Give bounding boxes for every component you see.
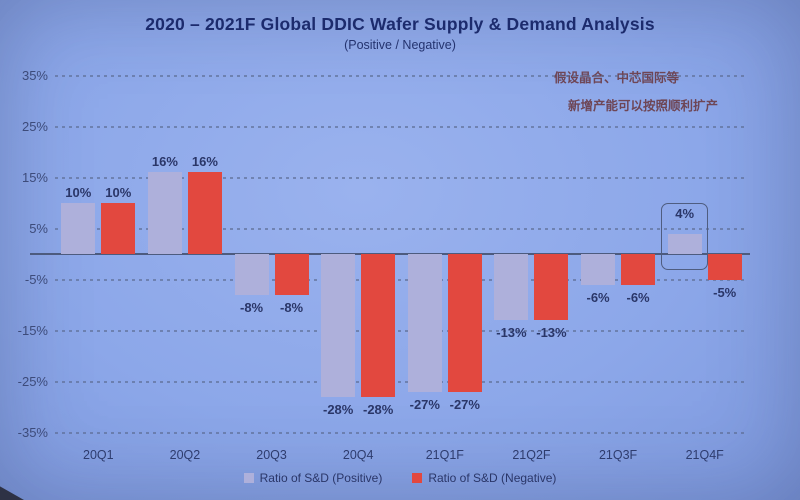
bar-value-label: -8% — [240, 299, 264, 315]
category-label: 20Q1 — [83, 448, 114, 462]
bar-positive — [321, 254, 356, 397]
y-axis-tick-label: -25% — [17, 373, 48, 389]
category-label: 20Q3 — [256, 448, 287, 462]
bar-value-label: -5% — [713, 284, 737, 300]
bar-value-label: -28% — [363, 401, 394, 417]
highlight-value-label: 4% — [675, 205, 695, 221]
category-label: 21Q4F — [685, 448, 724, 462]
y-axis-tick-label: -15% — [17, 322, 48, 338]
y-axis-tick-label: 5% — [29, 220, 48, 236]
gridline — [55, 278, 748, 281]
bar-negative — [534, 254, 569, 321]
bar-value-label: 16% — [151, 154, 178, 170]
annotation-note: 假设晶合、中芯国际等 新增产能可以按照顺利扩产 — [554, 64, 784, 120]
bar-value-label: -13% — [496, 325, 527, 341]
gridline — [55, 125, 748, 128]
photo-corner-artifact — [0, 486, 24, 500]
bar-value-label: -8% — [280, 299, 304, 315]
bar-positive — [494, 254, 529, 321]
bar-negative — [101, 203, 136, 254]
legend-swatch-positive — [243, 473, 254, 483]
bar-negative — [187, 172, 222, 254]
y-axis-tick-label: 15% — [21, 169, 48, 185]
category-label: 21Q1F — [425, 448, 464, 462]
annotation-line-1: 假设晶合、中芯国际等 — [554, 71, 680, 85]
bar-value-label: 10% — [105, 185, 132, 200]
bar-negative — [621, 254, 656, 285]
y-axis-tick-label: -35% — [17, 424, 48, 440]
y-axis-tick-label: -5% — [24, 271, 48, 287]
annotation-line-2: 新增产能可以按照顺利扩产 — [568, 99, 719, 113]
bar-value-label: 16% — [191, 154, 218, 170]
category-label: 21Q2F — [512, 448, 551, 462]
category-label: 20Q4 — [342, 448, 374, 462]
legend-swatch-negative — [412, 473, 423, 483]
gridline — [55, 176, 748, 179]
gridline — [55, 431, 748, 434]
bar-value-label: 10% — [65, 185, 92, 200]
bar-positive — [407, 254, 442, 392]
bar-value-label: -6% — [586, 289, 610, 305]
bar-negative — [361, 254, 396, 397]
gridline — [55, 329, 748, 332]
bar-value-label: -27% — [449, 396, 480, 412]
chart-legend: Ratio of S&D (Positive) Ratio of S&D (Ne… — [0, 471, 800, 485]
legend-label-positive: Ratio of S&D (Positive) — [259, 471, 383, 485]
bar-value-label: -28% — [323, 401, 354, 417]
bar-positive — [667, 233, 702, 254]
bar-negative — [707, 254, 742, 280]
bar-negative — [447, 254, 482, 392]
legend-label-negative: Ratio of S&D (Negative) — [428, 471, 557, 485]
bar-value-label: -13% — [536, 325, 567, 341]
bar-value-label: -6% — [626, 289, 650, 305]
bar-positive — [147, 172, 182, 254]
gridline — [55, 227, 748, 230]
bar-positive — [581, 254, 616, 285]
y-axis-tick-label: 25% — [21, 118, 48, 134]
bar-negative — [274, 254, 309, 295]
legend-item-positive: Ratio of S&D (Positive) — [243, 471, 383, 485]
category-label: 20Q2 — [169, 448, 201, 462]
gridline — [55, 380, 748, 383]
bar-value-label: -27% — [409, 396, 440, 412]
highlight-box — [660, 202, 708, 270]
chart-subtitle: (Positive / Negative) — [344, 38, 456, 52]
bar-positive — [234, 254, 269, 295]
bar-positive — [61, 203, 96, 254]
chart-title: 2020 – 2021F Global DDIC Wafer Supply & … — [145, 14, 655, 34]
category-label: 21Q3F — [598, 448, 638, 462]
gridline — [55, 74, 748, 77]
legend-item-negative: Ratio of S&D (Negative) — [412, 471, 556, 485]
y-axis-tick-label: 35% — [21, 67, 48, 83]
